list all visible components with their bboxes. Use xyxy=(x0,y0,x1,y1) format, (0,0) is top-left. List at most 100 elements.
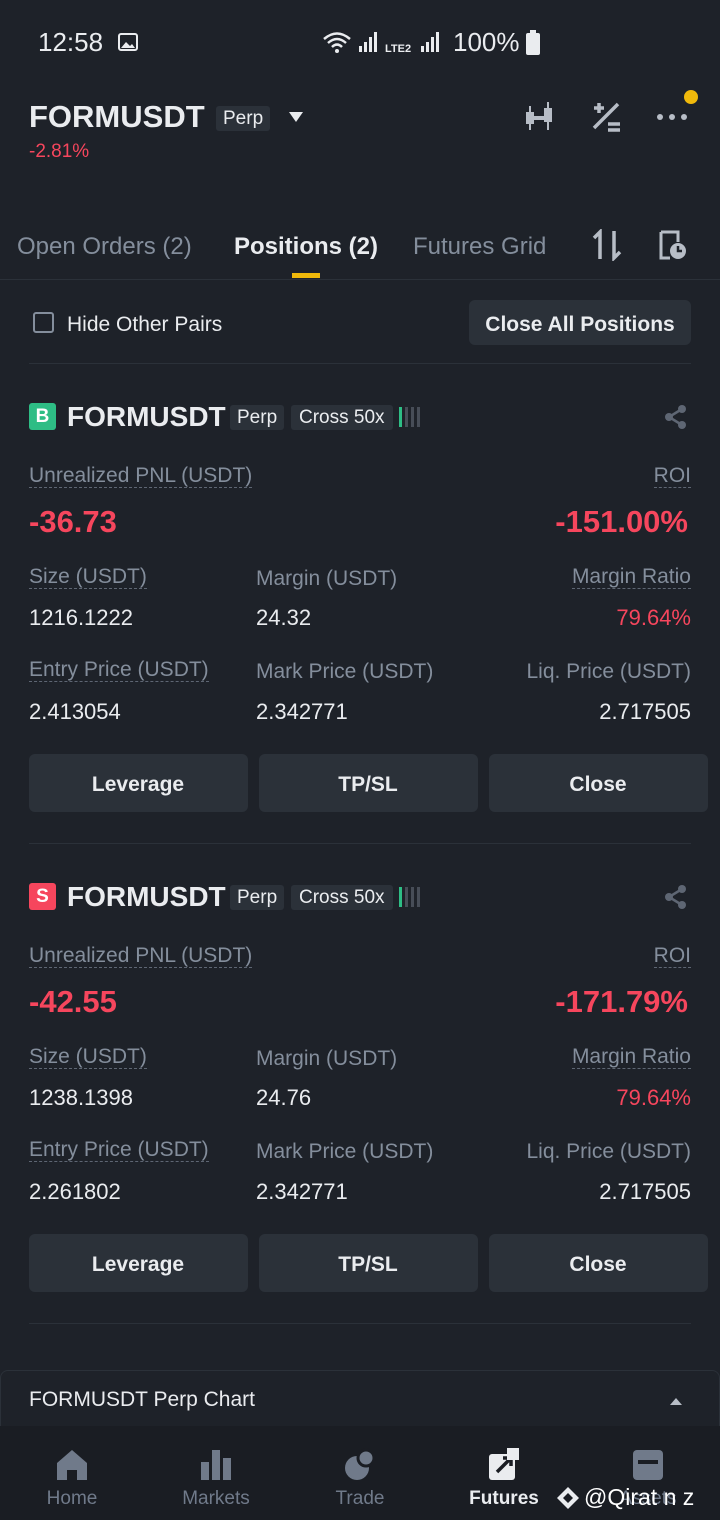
field-value: 2.413054 xyxy=(29,698,121,724)
sort-icon xyxy=(592,227,622,263)
chart-bar-caret xyxy=(669,1393,683,1405)
hide-label[interactable]: Hide Other Pairs xyxy=(67,312,223,336)
side-badge: S xyxy=(29,883,56,910)
action-label: TP/SL xyxy=(338,772,398,796)
signal-icon xyxy=(358,32,378,54)
field-value: 2.342771 xyxy=(256,1178,348,1204)
gallery-icon xyxy=(118,33,138,51)
field-label: Liq. Price (USDT) xyxy=(526,659,691,683)
field-value: 79.64% xyxy=(616,604,691,630)
field-label: Liq. Price (USDT) xyxy=(526,1139,691,1163)
field-value: 2.717505 xyxy=(599,1178,691,1204)
margin-mode: Cross 50x xyxy=(291,884,393,910)
field-label: Mark Price (USDT) xyxy=(256,659,434,683)
watermark-icon-svg xyxy=(557,1487,579,1509)
roi-value: -171.79% xyxy=(555,984,688,1019)
share-icon-svg xyxy=(665,405,686,429)
history-icon xyxy=(658,230,688,260)
field-label: Entry Price (USDT) xyxy=(29,657,209,682)
watermark-icon xyxy=(556,1486,580,1510)
chart-icon xyxy=(524,100,558,134)
signal-icon-2 xyxy=(420,32,440,54)
chart-bar-title: FORMUSDT Perp Chart xyxy=(29,1387,255,1411)
action-button[interactable] xyxy=(259,1234,478,1292)
position-badge: Perp xyxy=(230,404,285,430)
action-label: Leverage xyxy=(91,1252,185,1276)
action-label: Close xyxy=(569,1252,627,1276)
roi-label: ROI xyxy=(653,463,691,488)
nav-label[interactable]: Assets xyxy=(619,1487,677,1509)
field-value: 24.32 xyxy=(256,604,312,630)
margin-mode: Cross 50x xyxy=(291,404,393,430)
nav-label[interactable]: Markets xyxy=(182,1487,250,1509)
action-button[interactable] xyxy=(489,754,708,812)
more-icon xyxy=(656,110,690,124)
field-label: Margin Ratio xyxy=(571,1044,691,1069)
nav-icon-svg xyxy=(57,1450,87,1480)
header-caret xyxy=(288,110,304,122)
action-label: Close xyxy=(569,772,627,796)
nav-icon xyxy=(55,1448,89,1482)
header-symbol: FORMUSDT xyxy=(29,99,205,134)
close-all-label: Close All Positions xyxy=(485,312,675,336)
card-divider xyxy=(29,843,691,844)
nav-icon xyxy=(343,1448,377,1482)
hide-checkbox[interactable] xyxy=(33,312,54,333)
sort-icon-svg xyxy=(592,227,622,263)
chart-icon-svg xyxy=(526,102,552,130)
nav-label[interactable]: Futures xyxy=(469,1487,539,1509)
field-label: Entry Price (USDT) xyxy=(29,1137,209,1162)
nav-icon xyxy=(199,1448,233,1482)
gallery-icon-svg xyxy=(118,33,138,51)
position-badge: Perp xyxy=(230,884,285,910)
roi-label: ROI xyxy=(653,943,691,968)
field-value: 24.76 xyxy=(256,1084,312,1110)
field-label: Margin Ratio xyxy=(571,564,691,589)
notify-dot-svg xyxy=(684,90,698,104)
share-icon[interactable] xyxy=(664,885,688,909)
divider xyxy=(29,363,691,364)
tab[interactable]: Positions (2) xyxy=(234,232,379,260)
tab[interactable]: Futures Grid xyxy=(413,232,547,260)
calc-icon-svg xyxy=(592,102,620,132)
action-button[interactable] xyxy=(29,754,248,812)
share-icon[interactable] xyxy=(664,405,688,429)
risk-bars xyxy=(398,407,422,427)
card-divider xyxy=(29,1323,691,1324)
nav-label[interactable]: Trade xyxy=(335,1487,385,1509)
field-label: Size (USDT) xyxy=(29,564,147,589)
field-value: 2.717505 xyxy=(599,698,691,724)
nav-icon-svg xyxy=(201,1450,231,1480)
history-icon-svg xyxy=(659,230,686,260)
action-button[interactable] xyxy=(259,754,478,812)
field-label: Margin (USDT) xyxy=(256,1046,398,1070)
roi-value: -151.00% xyxy=(555,504,688,539)
more-icon-svg xyxy=(657,114,687,120)
action-button[interactable] xyxy=(489,1234,708,1292)
field-label: Size (USDT) xyxy=(29,1044,147,1069)
notify-dot xyxy=(684,90,698,104)
risk-bars-svg xyxy=(399,887,420,907)
share-icon-svg xyxy=(665,885,686,909)
action-label: Leverage xyxy=(91,772,185,796)
field-label: Mark Price (USDT) xyxy=(256,1139,434,1163)
field-value: 1216.1222 xyxy=(29,604,133,630)
signal-icon-svg xyxy=(359,32,377,52)
action-label: TP/SL xyxy=(338,1252,398,1276)
header-badge: Perp xyxy=(216,105,271,131)
nav-icon xyxy=(487,1448,521,1482)
battery-icon-svg xyxy=(526,30,540,55)
nav-label[interactable]: Home xyxy=(46,1487,98,1509)
status-time: 12:58 xyxy=(38,27,104,57)
watermark: @Qirat n z xyxy=(584,1484,695,1510)
close-all-button[interactable] xyxy=(469,300,691,345)
position-symbol: FORMUSDT xyxy=(67,401,226,432)
wifi-icon xyxy=(322,30,352,54)
wifi-icon-svg xyxy=(323,32,351,53)
nav-icon-svg xyxy=(345,1448,376,1480)
tab[interactable]: Open Orders (2) xyxy=(17,232,192,260)
action-button[interactable] xyxy=(29,1234,248,1292)
field-value: 1238.1398 xyxy=(29,1084,133,1110)
chart-bar-caret-svg xyxy=(670,1398,682,1405)
